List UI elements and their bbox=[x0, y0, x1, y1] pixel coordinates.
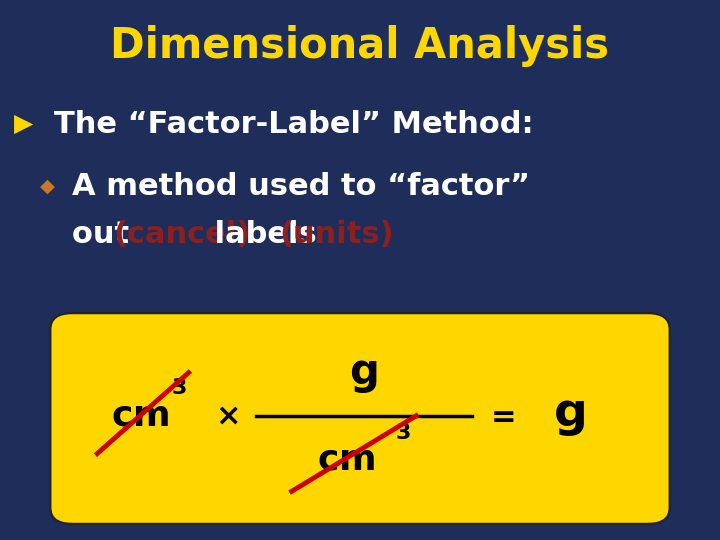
Text: (cancel): (cancel) bbox=[114, 220, 251, 249]
Text: ◆: ◆ bbox=[40, 177, 55, 196]
Text: Dimensional Analysis: Dimensional Analysis bbox=[110, 25, 610, 67]
Text: ▶: ▶ bbox=[14, 112, 34, 136]
Text: The “Factor-Label” Method:: The “Factor-Label” Method: bbox=[54, 110, 534, 139]
Text: $\mathbf{g}$: $\mathbf{g}$ bbox=[553, 393, 585, 438]
Text: out: out bbox=[72, 220, 140, 249]
Text: $\mathbf{3}$: $\mathbf{3}$ bbox=[395, 423, 411, 443]
Text: (units): (units) bbox=[279, 220, 394, 249]
Text: $\mathbf{cm}$: $\mathbf{cm}$ bbox=[317, 442, 374, 476]
FancyBboxPatch shape bbox=[50, 313, 670, 524]
Text: $\mathbf{cm}$: $\mathbf{cm}$ bbox=[112, 399, 169, 433]
Text: $\mathbf{3}$: $\mathbf{3}$ bbox=[171, 377, 186, 398]
Text: labels: labels bbox=[204, 220, 327, 249]
Text: $\mathbf{\times}$: $\mathbf{\times}$ bbox=[215, 401, 238, 430]
Text: $\mathbf{=}$: $\mathbf{=}$ bbox=[485, 401, 516, 430]
Text: A method used to “factor”: A method used to “factor” bbox=[72, 172, 530, 201]
Text: $\mathbf{g}$: $\mathbf{g}$ bbox=[349, 353, 378, 395]
